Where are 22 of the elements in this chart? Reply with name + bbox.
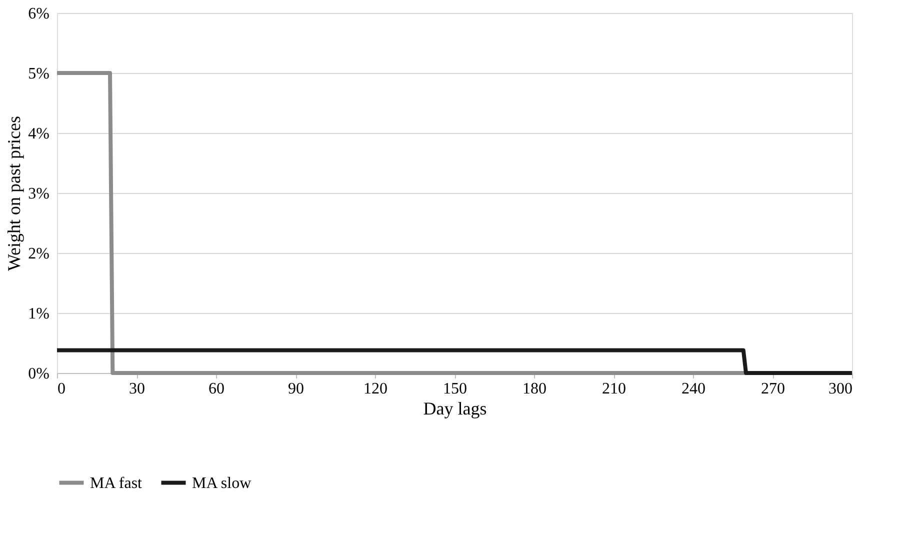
y-tick-label: 1% (28, 306, 50, 322)
x-tick-label: 180 (522, 380, 546, 398)
y-tick-label: 4% (28, 126, 50, 142)
x-tick-label: 60 (208, 380, 224, 398)
y-tick-label: 3% (28, 186, 50, 202)
x-tick-label: 30 (129, 380, 145, 398)
legend-label: MA slow (192, 474, 252, 492)
x-tick-label: 240 (682, 380, 706, 398)
legend-label: MA fast (90, 474, 143, 492)
x-tick-label: 300 (828, 380, 852, 398)
y-axis-title: Weight on past prices (4, 116, 24, 272)
x-tick-label: 210 (602, 380, 626, 398)
x-tick-label: 150 (443, 380, 467, 398)
y-tick-label: 6% (28, 6, 50, 22)
y-tick-label: 0% (28, 366, 50, 382)
y-tick-label: 2% (28, 246, 50, 262)
x-axis-title: Day lags (423, 398, 487, 418)
x-tick-label: 120 (364, 380, 388, 398)
x-tick-label: 270 (761, 380, 785, 398)
x-tick-label: 0 (58, 380, 66, 398)
y-tick-label: 5% (28, 66, 50, 82)
x-tick-label: 90 (288, 380, 304, 398)
